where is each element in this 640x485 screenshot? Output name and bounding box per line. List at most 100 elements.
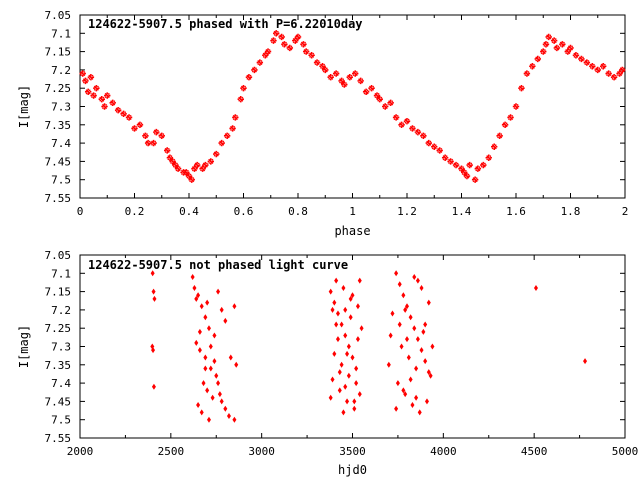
data-point: [292, 37, 299, 44]
y-tick-label: 7.3: [51, 101, 71, 114]
data-point: [357, 277, 362, 284]
data-point: [313, 59, 321, 66]
y-tick-label: 7.55: [45, 192, 72, 205]
data-point: [496, 132, 503, 139]
data-point: [332, 299, 337, 306]
data-point: [600, 63, 607, 70]
data-point: [151, 347, 156, 354]
x-tick-label: 1.4: [452, 205, 472, 218]
data-point: [540, 48, 547, 55]
data-point: [237, 95, 244, 103]
data-point: [339, 361, 344, 368]
data-point: [362, 88, 370, 96]
y-tick-label: 7.45: [45, 155, 72, 168]
data-point: [567, 44, 574, 52]
data-point: [415, 336, 420, 343]
data-point: [605, 70, 612, 77]
data-point: [343, 383, 348, 390]
data-point: [507, 114, 514, 121]
data-point: [229, 125, 236, 132]
y-tick-label: 7.15: [45, 46, 72, 59]
data-point: [474, 165, 482, 172]
data-point: [219, 306, 224, 313]
y-tick-label: 7.2: [51, 304, 71, 317]
data-point: [205, 387, 210, 394]
data-point: [553, 44, 561, 52]
data-point: [417, 409, 422, 416]
data-point: [327, 74, 334, 81]
data-point: [405, 303, 409, 310]
data-point: [350, 354, 355, 361]
data-point: [223, 317, 228, 324]
data-point: [550, 37, 558, 44]
data-point: [405, 336, 409, 343]
data-point: [264, 48, 272, 55]
plot-frame: [79, 254, 626, 439]
data-point: [357, 391, 362, 398]
data-point: [583, 59, 591, 66]
y-tick-label: 7.3: [51, 341, 71, 354]
data-point: [251, 66, 258, 74]
data-point: [212, 358, 217, 365]
data-point: [343, 332, 348, 339]
data-point: [120, 110, 127, 118]
data-point: [401, 387, 406, 394]
data-point: [406, 354, 411, 361]
data-point: [234, 361, 239, 368]
data-point: [240, 85, 247, 92]
data-point: [201, 380, 206, 387]
data-point: [212, 332, 217, 339]
data-point: [471, 176, 479, 183]
data-point: [84, 88, 92, 96]
data-point: [480, 161, 487, 169]
data-point: [208, 365, 213, 372]
data-point: [452, 161, 460, 169]
data-point: [328, 288, 333, 295]
data-point: [273, 30, 280, 37]
y-tick-label: 7.5: [51, 414, 71, 427]
data-point: [426, 369, 431, 376]
data-point: [491, 143, 498, 150]
y-tick-label: 7.15: [45, 286, 72, 299]
data-point: [203, 314, 208, 321]
data-point: [390, 310, 395, 317]
data-point: [388, 332, 393, 339]
data-point: [572, 52, 580, 59]
data-point: [403, 306, 408, 313]
data-point: [330, 376, 335, 383]
data-point: [387, 99, 394, 107]
data-point: [93, 85, 100, 92]
x-tick-label: 4500: [521, 445, 548, 458]
data-point: [191, 165, 198, 172]
data-point: [281, 41, 288, 48]
data-point: [232, 303, 237, 310]
y-tick-label: 7.2: [51, 64, 71, 77]
x-tick-label: 2: [622, 205, 629, 218]
data-point: [151, 383, 156, 390]
data-point: [196, 402, 201, 409]
data-point: [152, 295, 157, 302]
x-tick-label: 1.2: [397, 205, 417, 218]
data-point: [386, 361, 391, 368]
data-point: [359, 325, 364, 332]
x-tick-label: 5000: [612, 445, 639, 458]
y-tick-label: 7.45: [45, 395, 72, 408]
x-tick-label: 2000: [67, 445, 94, 458]
data-point: [136, 121, 144, 128]
data-point: [352, 405, 357, 412]
data-point: [345, 350, 350, 357]
y-tick-label: 7.55: [45, 432, 72, 445]
data-point: [401, 292, 406, 299]
data-point: [150, 270, 155, 277]
data-point: [232, 416, 237, 423]
y-axis-label: I[mag]: [17, 85, 31, 128]
data-point: [408, 376, 413, 383]
y-tick-label: 7.4: [51, 137, 71, 150]
data-point: [210, 394, 215, 401]
data-point: [332, 70, 340, 77]
data-point: [330, 306, 335, 313]
data-point: [441, 154, 449, 161]
data-point: [518, 85, 525, 92]
data-point: [125, 114, 133, 121]
